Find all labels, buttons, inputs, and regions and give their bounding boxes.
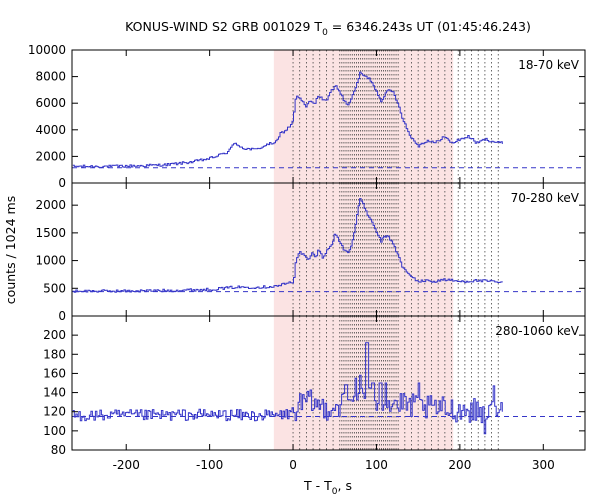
chart-title: KONUS-WIND S2 GRB 001029 T0 = 6346.243s … [125, 19, 531, 38]
x-axis-label: T - T0, s [303, 478, 352, 497]
y-tick-label-0-2: 4000 [35, 123, 66, 137]
y-tick-label-0-1: 2000 [35, 149, 66, 163]
y-tick-label-2-2: 120 [43, 405, 66, 419]
lightcurve-series-2 [72, 342, 503, 435]
y-tick-label-1-4: 2000 [35, 198, 66, 212]
x-tick-label-5: 300 [532, 458, 555, 472]
x-tick-label-2: 0 [289, 458, 297, 472]
highlight-band-0 [273, 50, 454, 183]
x-tick-label-0: -200 [113, 458, 140, 472]
y-tick-label-1-0: 0 [58, 309, 66, 323]
panel-frame-2 [71, 315, 586, 451]
highlight-band-1 [273, 183, 454, 316]
y-tick-label-2-3: 140 [43, 386, 66, 400]
y-tick-label-2-6: 200 [43, 328, 66, 342]
energy-band-label-2: 280-1060 keV [495, 324, 579, 338]
lightcurve-series-0 [72, 71, 503, 169]
y-tick-label-2-1: 100 [43, 424, 66, 438]
energy-band-label-0: 18-70 keV [518, 58, 580, 72]
energy-band-label-1: 70-280 keV [511, 191, 580, 205]
lightcurve-series-1 [72, 198, 503, 293]
x-tick-label-1: -100 [196, 458, 223, 472]
y-tick-label-2-4: 160 [43, 366, 66, 380]
y-tick-label-1-1: 500 [43, 281, 66, 295]
y-tick-label-2-5: 180 [43, 347, 66, 361]
y-tick-label-0-3: 6000 [35, 96, 66, 110]
x-tick-label-4: 200 [448, 458, 471, 472]
y-tick-label-1-3: 1500 [35, 226, 66, 240]
y-axis-label: counts / 1024 ms [3, 196, 18, 304]
y-tick-label-2-0: 80 [51, 443, 66, 457]
highlight-band-2 [273, 316, 454, 450]
y-tick-label-1-2: 1000 [35, 254, 66, 268]
y-tick-label-0-0: 0 [58, 176, 66, 190]
y-tick-label-0-4: 8000 [35, 70, 66, 84]
y-tick-label-0-5: 10000 [28, 43, 66, 57]
x-tick-label-3: 100 [365, 458, 388, 472]
